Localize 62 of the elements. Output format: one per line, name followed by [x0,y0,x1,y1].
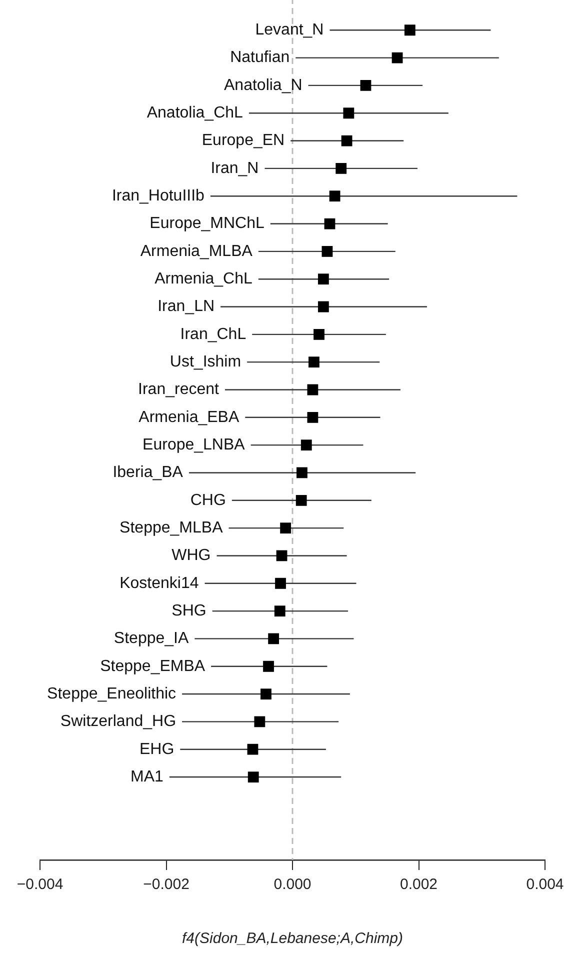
y-tick-label: Ust_Ishim [170,353,242,370]
y-tick-label: Europe_EN [202,132,285,150]
y-tick-label: Iran_ChL [180,326,246,343]
y-tick-label: Switzerland_HG [60,713,176,730]
y-tick-label: Levant_N [255,22,324,39]
point [263,660,274,672]
y-tick-label: Iran_N [210,160,259,177]
y-tick-label: Iberia_BA [112,464,184,482]
y-tick-label: Anatolia_ChL [146,104,244,122]
point [275,578,286,589]
y-tick-label: Steppe_IA [114,630,189,648]
point [318,274,329,285]
x-tick-label: 0.000 [274,876,312,894]
point [318,301,329,312]
point [280,522,292,534]
point [307,384,318,396]
y-tick-label: Natufian [230,49,290,66]
point [324,218,336,230]
y-tick-label: Kostenki14 [120,574,199,592]
point [296,494,307,506]
point [247,744,258,755]
point [296,467,308,478]
y-tick-label: Armenia_ChL [154,270,253,288]
point [404,24,416,36]
y-tick-label: Europe_LNBA [142,436,246,454]
y-tick-label: Iran_HotuIIIb [112,188,205,205]
x-tick-label: −0.004 [16,876,64,894]
point [341,135,352,146]
y-tick-label: Steppe_Eneolithic [47,685,176,702]
y-tick-label: Europe_MNChL [150,215,264,232]
y-tick-label: SHG [172,602,206,620]
point [260,688,272,700]
y-tick-label: EHG [139,740,174,758]
point [248,772,259,782]
point [322,246,333,257]
point [343,108,354,119]
point [307,412,318,423]
y-tick-label: MA1 [130,768,164,786]
y-tick-label: Iran_recent [138,381,220,398]
point [336,162,347,174]
y-tick-label: Steppe_EMBA [100,658,206,675]
point [268,633,280,644]
x-tick-label: −0.002 [143,876,190,894]
y-tick-label: Armenia_EBA [138,408,240,426]
y-tick-label: Steppe_MLBA [120,519,224,536]
x-tick-label: 0.002 [400,876,438,894]
point [300,440,312,451]
y-tick-label: Iran_LN [158,298,215,316]
y-tick-label: Anatolia_N [224,76,302,94]
y-tick-label: Armenia_MLBA [140,242,253,260]
point [274,606,286,616]
point [392,52,403,64]
point [314,328,324,340]
point [276,550,288,562]
y-tick-label: WHG [172,547,211,564]
point [329,190,340,202]
point [308,356,320,368]
point [254,716,266,728]
x-axis-title: f4(Sidon_BA,Lebanese;A,Chimp) [182,930,403,948]
point [360,80,372,91]
x-tick-label: 0.004 [526,876,564,894]
y-tick-label: CHG [190,492,226,509]
